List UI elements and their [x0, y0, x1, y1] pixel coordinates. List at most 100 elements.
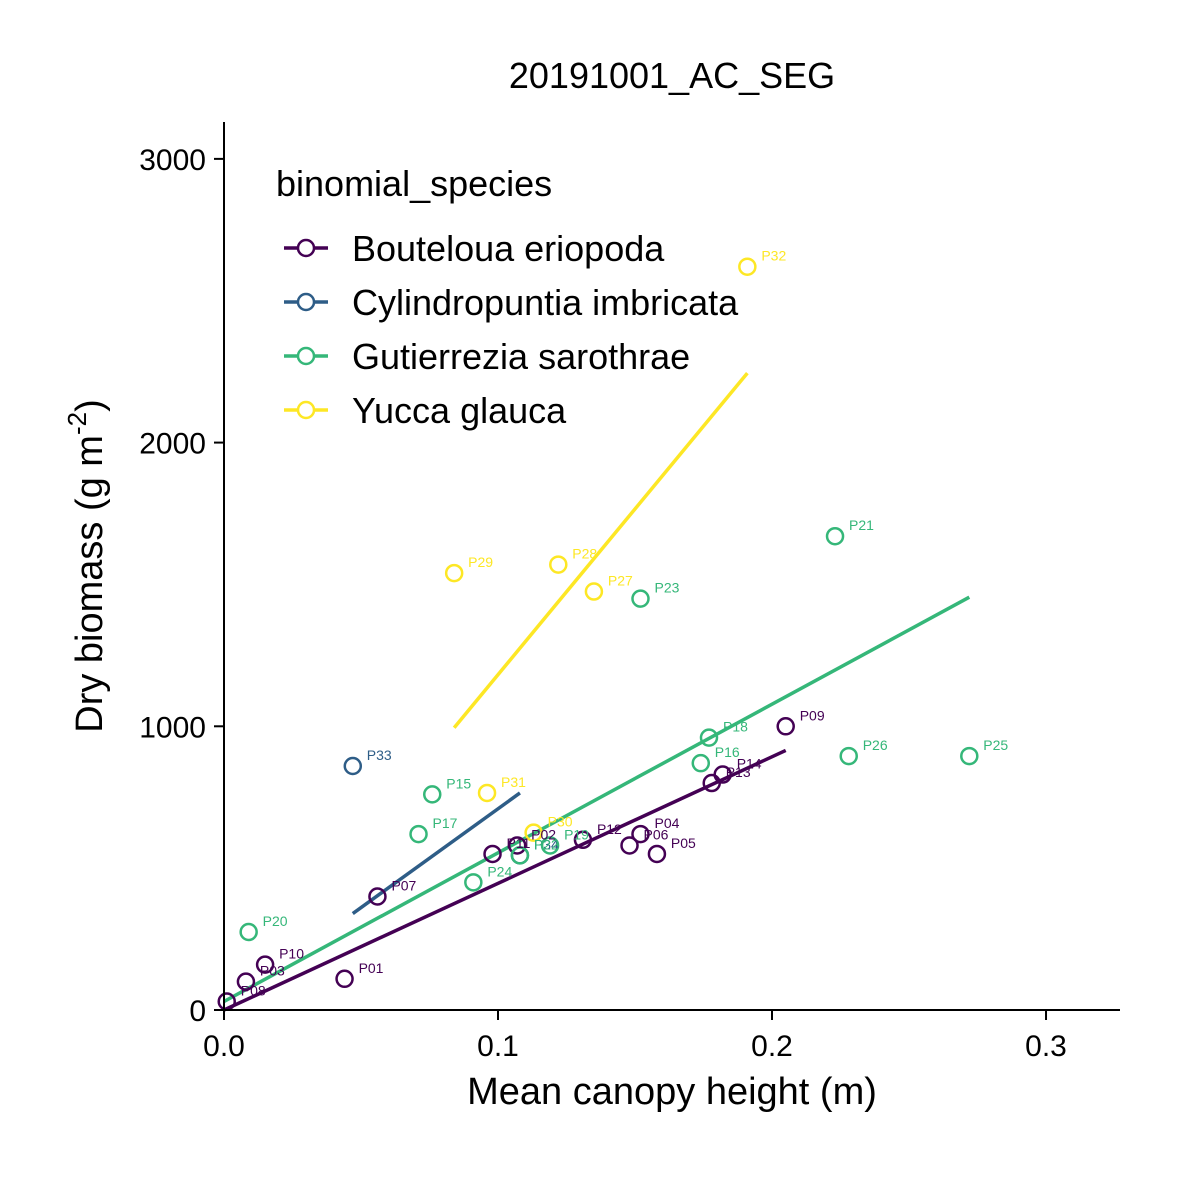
point-label: P29: [468, 554, 493, 570]
y-tick-label: 3000: [139, 144, 206, 177]
fit-line: [351, 791, 521, 915]
data-point: [540, 836, 560, 855]
point-label: P25: [983, 737, 1008, 753]
data-point: [738, 257, 757, 276]
data-point: [510, 846, 530, 865]
fit-line: [452, 371, 749, 729]
point-label: P18: [723, 719, 748, 735]
data-point: [631, 589, 650, 608]
point-label: P13: [726, 764, 751, 780]
data-point: [343, 756, 363, 776]
legend: binomial_species Bouteloua eriopoda Cylin…: [276, 163, 739, 431]
x-tick-label: 0.1: [477, 1030, 519, 1063]
legend-key-point: [296, 346, 316, 366]
fit-line: [223, 595, 971, 1004]
data-point: [713, 765, 732, 784]
point-label: P21: [849, 517, 874, 533]
point-label: P30: [548, 814, 573, 830]
legend-label: Yucca glauca: [352, 390, 567, 431]
data-point: [239, 922, 258, 942]
data-point: [825, 526, 845, 546]
point-label: P11: [507, 835, 531, 851]
point-label: P32: [761, 248, 786, 264]
point-label: P23: [654, 580, 679, 596]
data-point: [483, 844, 502, 864]
legend-items: Bouteloua eriopoda Cylindropuntia imbrica…: [284, 228, 739, 431]
data-point: [507, 836, 527, 855]
point-label: P19: [564, 826, 589, 842]
point-label: P34: [534, 836, 559, 852]
data-point: [691, 753, 711, 773]
legend-key-point: [296, 238, 316, 258]
y-axis-label-sup: -2: [62, 412, 92, 435]
y-tick-label: 1000: [139, 711, 206, 744]
point-label: P07: [391, 878, 416, 894]
point-label: P02: [531, 826, 556, 842]
data-point: [409, 824, 428, 844]
point-label: P31: [501, 774, 526, 790]
data-point: [524, 823, 543, 842]
data-point: [573, 830, 593, 850]
x-tick-label: 0.0: [203, 1030, 245, 1063]
y-axis-label-close: ): [69, 399, 111, 412]
y-tick-label: 2000: [139, 428, 206, 461]
data-point: [584, 582, 604, 601]
data-point: [647, 844, 667, 864]
x-ticks: 0.0 0.1 0.2 0.3: [203, 1010, 1067, 1063]
legend-key-point: [296, 292, 316, 312]
y-axis-label: Dry biomass (g m-2): [62, 399, 111, 733]
data-point: [960, 746, 979, 766]
chart-title: 20191001_AC_SEG: [509, 55, 835, 96]
point-label: P03: [260, 963, 285, 979]
data-point: [236, 972, 256, 991]
data-point: [444, 563, 464, 583]
point-label: P06: [644, 826, 669, 842]
point-label: P27: [608, 573, 633, 589]
point-label: P26: [863, 737, 888, 753]
point-labels: P01P02P03P04P05P06P07P08P09P10P11P12P13P…: [241, 248, 1009, 999]
data-point: [477, 783, 497, 803]
point-label: P17: [433, 815, 458, 831]
data-point: [368, 887, 387, 906]
axes: 0.0 0.1 0.2 0.3 0 1000 2000 3000: [139, 122, 1120, 1063]
data-point: [839, 746, 858, 766]
legend-label: Gutierrezia sarothrae: [352, 336, 690, 377]
x-tick-label: 0.2: [751, 1030, 793, 1063]
point-label: P33: [367, 747, 392, 763]
point-label: P20: [263, 913, 288, 929]
legend-key-point: [296, 400, 316, 420]
point-label: P12: [597, 821, 622, 837]
data-point: [549, 555, 568, 574]
data-point: [699, 728, 719, 747]
data-point: [464, 873, 483, 892]
data-point: [255, 955, 275, 974]
fit-line: [223, 748, 787, 1012]
legend-label: Cylindropuntia imbricata: [352, 282, 739, 323]
data-point: [631, 824, 650, 844]
points: [217, 257, 979, 1011]
legend-title: binomial_species: [276, 163, 552, 204]
y-axis-label-main: Dry biomass (g m: [69, 435, 111, 733]
data-point: [422, 785, 442, 804]
data-point: [776, 717, 795, 736]
y-tick-label: 0: [189, 995, 206, 1028]
point-label: P16: [715, 744, 740, 760]
point-label: P15: [446, 775, 471, 791]
point-label: P10: [279, 946, 304, 962]
point-label: P14: [737, 756, 762, 772]
point-label: P09: [800, 707, 825, 723]
point-label: P22: [534, 836, 559, 852]
x-axis-label: Mean canopy height (m): [467, 1071, 877, 1113]
data-point: [620, 836, 639, 855]
point-label: P05: [671, 835, 696, 851]
data-point: [335, 969, 354, 989]
y-ticks: 0 1000 2000 3000: [139, 144, 224, 1028]
legend-label: Bouteloua eriopoda: [352, 228, 665, 269]
point-label: P24: [487, 863, 512, 879]
fit-lines: [223, 371, 971, 1012]
point-label: P08: [241, 982, 266, 998]
plot-area: P01P02P03P04P05P06P07P08P09P10P11P12P13P…: [217, 248, 1009, 1012]
point-label: P28: [572, 546, 597, 562]
